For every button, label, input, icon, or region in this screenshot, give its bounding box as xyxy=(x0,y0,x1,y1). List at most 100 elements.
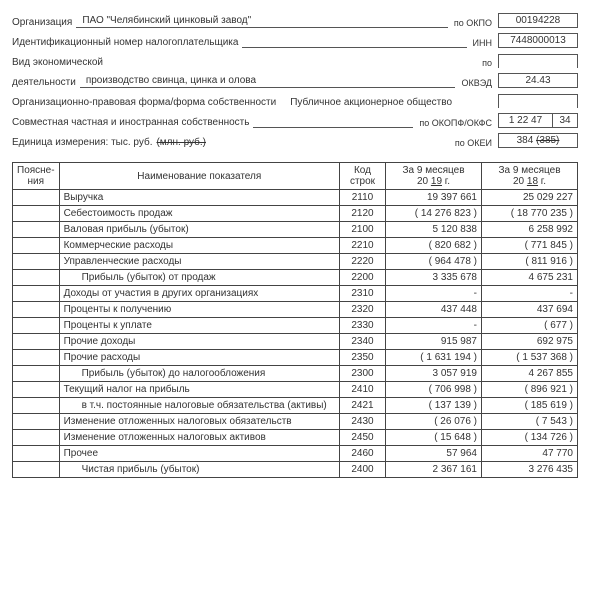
cell-code: 2421 xyxy=(340,398,386,414)
cell-name: Прочее xyxy=(59,446,339,462)
cell-code: 2330 xyxy=(340,318,386,334)
cell-val-2: 437 694 xyxy=(482,302,578,318)
table-row: Текущий налог на прибыль2410( 706 998 )(… xyxy=(13,382,578,398)
po-label-1: по xyxy=(476,58,498,68)
cell-val-1: - xyxy=(386,286,482,302)
cell-val-1: 3 335 678 xyxy=(386,270,482,286)
cell-name: Прибыль (убыток) от продаж xyxy=(59,270,339,286)
table-row: Управленческие расходы2220( 964 478 )( 8… xyxy=(13,254,578,270)
cell-name: Изменение отложенных налоговых обязатель… xyxy=(59,414,339,430)
cell-code: 2120 xyxy=(340,206,386,222)
cell-code: 2460 xyxy=(340,446,386,462)
cell-name: Себестоимость продаж xyxy=(59,206,339,222)
cell-expl xyxy=(13,462,60,478)
cell-val-1: 3 057 919 xyxy=(386,366,482,382)
okopf-b: 34 xyxy=(553,114,577,127)
table-row: в т.ч. постоянные налоговые обязательств… xyxy=(13,398,578,414)
cell-expl xyxy=(13,382,60,398)
cell-expl xyxy=(13,222,60,238)
cell-expl xyxy=(13,366,60,382)
cell-expl xyxy=(13,190,60,206)
org-label: Организация xyxy=(12,17,76,28)
cell-val-2: ( 811 916 ) xyxy=(482,254,578,270)
cell-val-2: 692 975 xyxy=(482,334,578,350)
cell-val-2: ( 185 619 ) xyxy=(482,398,578,414)
cell-val-1: ( 14 276 823 ) xyxy=(386,206,482,222)
cell-val-1: ( 1 631 194 ) xyxy=(386,350,482,366)
okopf-a: 1 22 47 xyxy=(499,114,553,127)
okved-label: ОКВЭД xyxy=(455,78,498,88)
col-expl: Поясне- ния xyxy=(13,163,60,190)
cell-expl xyxy=(13,398,60,414)
cell-name: Прочие доходы xyxy=(59,334,339,350)
cell-val-2: 25 029 227 xyxy=(482,190,578,206)
table-row: Прибыль (убыток) до налогообложения23003… xyxy=(13,366,578,382)
cell-code: 2220 xyxy=(340,254,386,270)
cell-name: Проценты к получению xyxy=(59,302,339,318)
col-year-1: За 9 месяцев 20 19 г. xyxy=(386,163,482,190)
col-code: Код строк xyxy=(340,163,386,190)
cell-val-1: 57 964 xyxy=(386,446,482,462)
cell-val-1: 915 987 xyxy=(386,334,482,350)
cell-code: 2320 xyxy=(340,302,386,318)
cell-code: 2450 xyxy=(340,430,386,446)
okopf-value: 1 22 47 34 xyxy=(498,113,578,128)
cell-expl xyxy=(13,318,60,334)
activity-value: производство свинца, цинка и олова xyxy=(80,75,456,88)
legal-value: Публичное акционерное общество xyxy=(280,97,498,108)
cell-val-2: 47 770 xyxy=(482,446,578,462)
cell-expl xyxy=(13,446,60,462)
cell-val-1: ( 964 478 ) xyxy=(386,254,482,270)
cell-expl xyxy=(13,430,60,446)
cell-code: 2200 xyxy=(340,270,386,286)
cell-val-2: ( 1 537 368 ) xyxy=(482,350,578,366)
cell-val-2: 3 276 435 xyxy=(482,462,578,478)
okpo-label: по ОКПО xyxy=(448,18,498,28)
cell-val-1: 437 448 xyxy=(386,302,482,318)
cell-val-2: - xyxy=(482,286,578,302)
table-row: Прочие доходы2340915 987692 975 xyxy=(13,334,578,350)
cell-code: 2350 xyxy=(340,350,386,366)
cell-expl xyxy=(13,302,60,318)
cell-name: Прибыль (убыток) до налогообложения xyxy=(59,366,339,382)
cell-name: Выручка xyxy=(59,190,339,206)
table-row: Коммерческие расходы2210( 820 682 )( 771… xyxy=(13,238,578,254)
cell-val-1: ( 15 648 ) xyxy=(386,430,482,446)
cell-expl xyxy=(13,414,60,430)
cell-val-2: 6 258 992 xyxy=(482,222,578,238)
cell-val-1: 2 367 161 xyxy=(386,462,482,478)
cell-val-2: 4 675 231 xyxy=(482,270,578,286)
cell-code: 2310 xyxy=(340,286,386,302)
cell-val-1: - xyxy=(386,318,482,334)
cell-name: Валовая прибыль (убыток) xyxy=(59,222,339,238)
table-row: Доходы от участия в других организациях2… xyxy=(13,286,578,302)
cell-name: в т.ч. постоянные налоговые обязательств… xyxy=(59,398,339,414)
econ-label: Вид экономической xyxy=(12,57,107,68)
table-row: Выручка211019 397 66125 029 227 xyxy=(13,190,578,206)
cell-val-1: ( 137 139 ) xyxy=(386,398,482,414)
cell-val-1: ( 820 682 ) xyxy=(386,238,482,254)
cell-val-2: ( 771 845 ) xyxy=(482,238,578,254)
okpo-value: 00194228 xyxy=(498,13,578,28)
cell-val-2: ( 18 770 235 ) xyxy=(482,206,578,222)
org-value: ПАО "Челябинский цинковый завод" xyxy=(76,15,448,28)
cell-code: 2210 xyxy=(340,238,386,254)
table-row: Изменение отложенных налоговых обязатель… xyxy=(13,414,578,430)
cell-val-1: ( 26 076 ) xyxy=(386,414,482,430)
unit-strike: (млн. руб.) xyxy=(156,137,210,148)
cell-val-2: ( 896 921 ) xyxy=(482,382,578,398)
okei-b: (385) xyxy=(536,135,559,146)
cell-name: Текущий налог на прибыль xyxy=(59,382,339,398)
cell-expl xyxy=(13,270,60,286)
cell-name: Управленческие расходы xyxy=(59,254,339,270)
cell-code: 2410 xyxy=(340,382,386,398)
cell-expl xyxy=(13,254,60,270)
cell-name: Доходы от участия в других организациях xyxy=(59,286,339,302)
ownership-label: Совместная частная и иностранная собстве… xyxy=(12,117,253,128)
inn-value: 7448000013 xyxy=(498,33,578,48)
inn-code-label: ИНН xyxy=(467,38,498,48)
col-year-2: За 9 месяцев 20 18 г. xyxy=(482,163,578,190)
table-row: Проценты к получению2320437 448437 694 xyxy=(13,302,578,318)
table-row: Валовая прибыль (убыток)21005 120 8386 2… xyxy=(13,222,578,238)
cell-expl xyxy=(13,334,60,350)
